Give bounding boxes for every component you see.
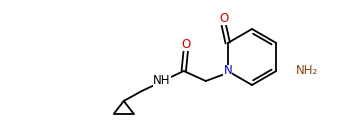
Text: N: N: [223, 65, 232, 77]
Text: NH: NH: [153, 75, 171, 88]
Text: O: O: [219, 12, 228, 25]
Text: NH₂: NH₂: [296, 65, 319, 77]
Text: O: O: [181, 37, 190, 51]
